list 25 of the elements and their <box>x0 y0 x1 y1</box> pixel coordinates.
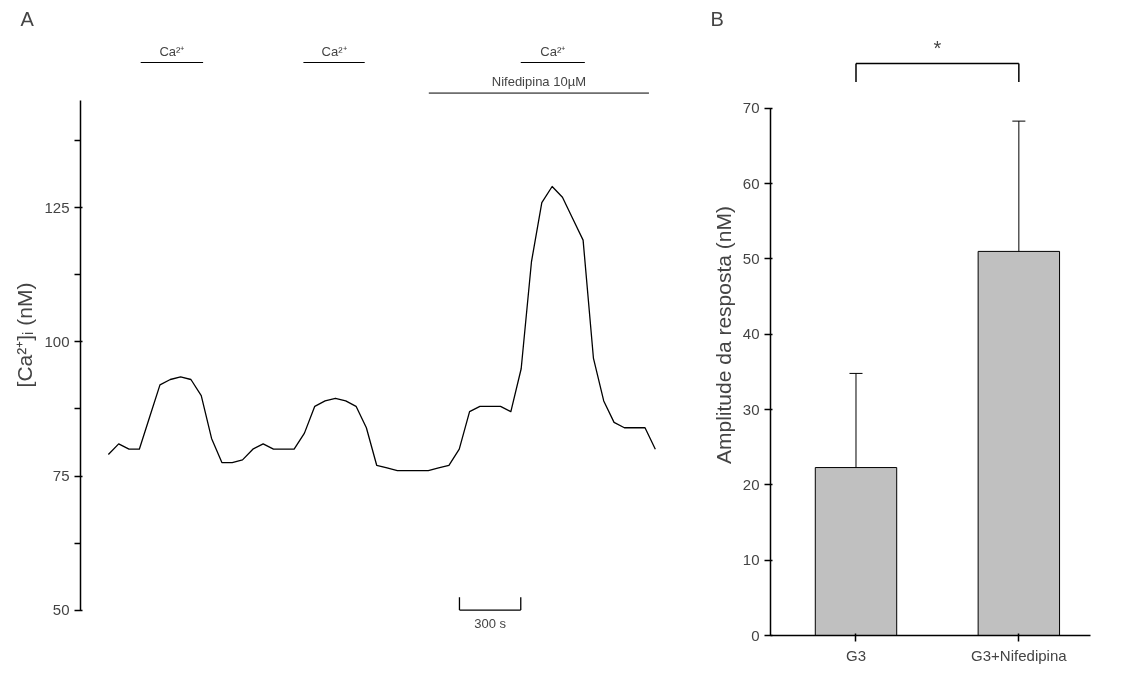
y-tick-label: 100 <box>44 332 70 350</box>
text: Ca²⁺ <box>540 43 566 59</box>
y-axis-title: [Ca²⁺]ᵢ (nM) <box>13 282 37 388</box>
x-tick-label: G3 <box>845 646 867 664</box>
y-tick-label: 60 <box>742 174 760 192</box>
line-series <box>107 185 656 472</box>
y-tick-label: 10 <box>742 551 760 569</box>
x-tick-label: G3+Nifedipina <box>971 646 1068 664</box>
y-tick-label: 75 <box>52 467 70 484</box>
y-tick-label: 40 <box>742 325 760 343</box>
chart-title: B <box>710 7 724 30</box>
y-tick-label: 0 <box>751 626 760 644</box>
chart-title: A <box>20 7 35 30</box>
text: Ca²⁺ <box>321 43 347 59</box>
y-tick-label: 50 <box>52 601 70 619</box>
text: 300 s <box>474 616 507 632</box>
text: * <box>933 37 942 60</box>
y-tick-label: 30 <box>742 400 760 418</box>
y-tick-label: 20 <box>742 475 760 493</box>
y-tick-label: 70 <box>742 99 760 117</box>
text: Nifedipina 10µM <box>491 74 586 90</box>
y-tick-label: 50 <box>742 249 760 267</box>
text: Ca²⁺ <box>159 43 185 59</box>
y-tick-label: 125 <box>44 198 70 216</box>
y-axis-title: Amplitude da resposta (nM) <box>711 206 735 464</box>
